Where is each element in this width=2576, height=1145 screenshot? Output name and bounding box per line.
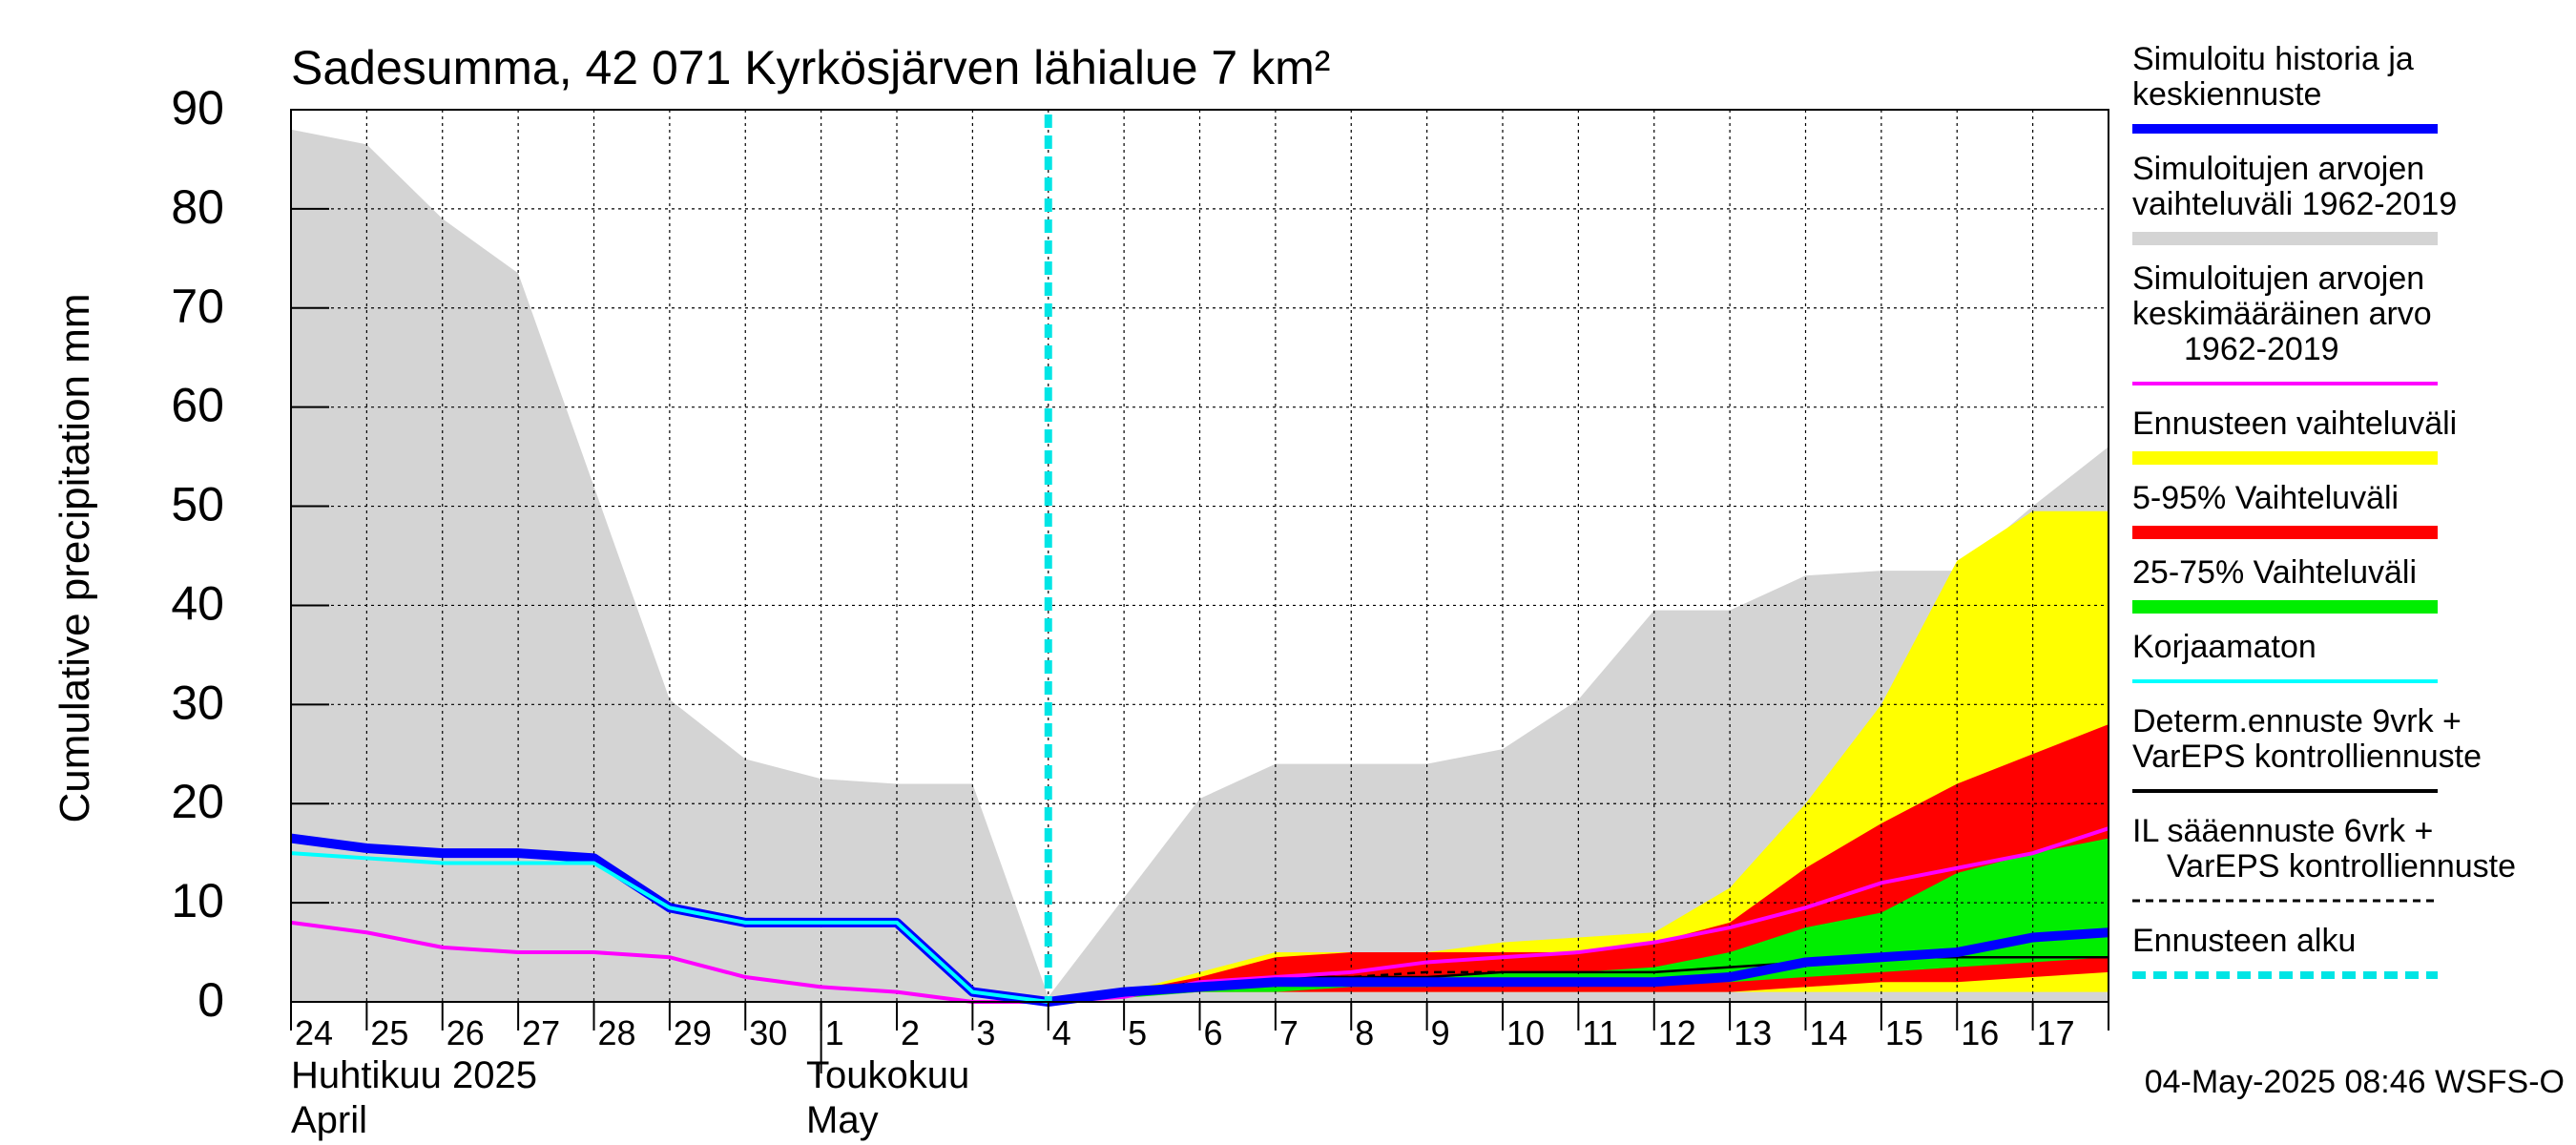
x-tick-label: 9 (1431, 1013, 1450, 1052)
legend-label: Ennusteen alku (2132, 923, 2356, 959)
legend-label: IL sääennuste 6vrk + (2132, 813, 2433, 849)
month-label: Toukokuu (806, 1054, 969, 1096)
history-range-area (291, 129, 2109, 1002)
x-tick-label: 8 (1355, 1013, 1374, 1052)
x-tick-label: 26 (447, 1013, 485, 1052)
x-tick-label: 4 (1052, 1013, 1071, 1052)
x-tick-label: 24 (295, 1013, 333, 1052)
legend-label: VarEPS kontrolliennuste (2132, 739, 2482, 775)
y-tick-label: 30 (171, 676, 224, 729)
series-lines (290, 114, 2109, 1007)
x-tick-label: 17 (2037, 1013, 2075, 1052)
legend-label: 25-75% Vaihteluväli (2132, 554, 2417, 591)
legend-label: Simuloitujen arvojen (2132, 260, 2424, 297)
legend-label: Ennusteen vaihteluväli (2132, 406, 2457, 442)
y-tick-label: 90 (171, 81, 224, 135)
axes (290, 109, 2109, 1073)
chart-title: Sadesumma, 42 071 Kyrkösjärven lähialue … (291, 41, 1330, 94)
y-tick-label: 20 (171, 775, 224, 828)
y-tick-labels: 0 10 20 30 40 50 60 70 80 90 (171, 81, 224, 1027)
simulated-line (290, 833, 2109, 1007)
mean-line (290, 826, 2109, 1004)
x-tick-label: 2 (901, 1013, 920, 1052)
legend-label: vaihteluväli 1962-2019 (2132, 186, 2457, 222)
y-tick-label: 50 (171, 478, 224, 531)
y-tick-label: 70 (171, 280, 224, 333)
legend-label: keskiennuste (2132, 76, 2321, 113)
x-tick-label: 15 (1885, 1013, 1923, 1052)
x-tick-label: 25 (370, 1013, 408, 1052)
month-label-english: April (291, 1099, 367, 1141)
x-tick-label: 16 (1961, 1013, 1999, 1052)
x-tick-label: 5 (1128, 1013, 1147, 1052)
legend-label: VarEPS kontrolliennuste (2167, 848, 2516, 885)
uncorrected-line (290, 851, 1049, 1004)
y-tick-label: 10 (171, 874, 224, 927)
legend-label: Simuloitujen arvojen (2132, 151, 2424, 187)
x-tick-label: 12 (1658, 1013, 1696, 1052)
y-tick-label: 60 (171, 379, 224, 432)
x-tick-label: 3 (976, 1013, 995, 1052)
legend-label: Korjaamaton (2132, 629, 2316, 665)
x-tick-label: 13 (1734, 1013, 1772, 1052)
x-tick-label: 7 (1279, 1013, 1298, 1052)
legend-label: 1962-2019 (2184, 331, 2339, 367)
legend-label: 5-95% Vaihteluväli (2132, 480, 2399, 516)
legend-label: Simuloitu historia ja (2132, 41, 2414, 77)
y-tick-label: 0 (197, 973, 224, 1027)
history-range-band (291, 129, 2109, 1002)
x-tick-label: 27 (522, 1013, 560, 1052)
x-tick-label: 11 (1582, 1013, 1617, 1052)
y-tick-label: 80 (171, 180, 224, 234)
x-tick-label: 10 (1506, 1013, 1545, 1052)
month-label-english: May (806, 1099, 879, 1141)
x-tick-label: 6 (1204, 1013, 1223, 1052)
x-tick-labels: 24 25 26 27 28 29 30 1 2 3 4 5 6 7 8 9 10 11 12 13 14 15 16 17 (295, 1013, 2075, 1052)
y-axis-label: Cumulative precipitation mm (52, 293, 98, 822)
x-tick-label: 29 (674, 1013, 712, 1052)
month-label: Huhtikuu 2025 (291, 1054, 537, 1096)
y-tick-label: 40 (171, 576, 224, 630)
legend-label: Determ.ennuste 9vrk + (2132, 703, 2462, 739)
timestamp: 04-May-2025 08:46 WSFS-O (2145, 1064, 2565, 1100)
x-tick-label: 14 (1810, 1013, 1848, 1052)
legend-label: keskimääräinen arvo (2132, 296, 2432, 332)
x-tick-label: 30 (749, 1013, 787, 1052)
x-tick-label: 28 (598, 1013, 636, 1052)
x-tick-label: 1 (825, 1013, 844, 1052)
